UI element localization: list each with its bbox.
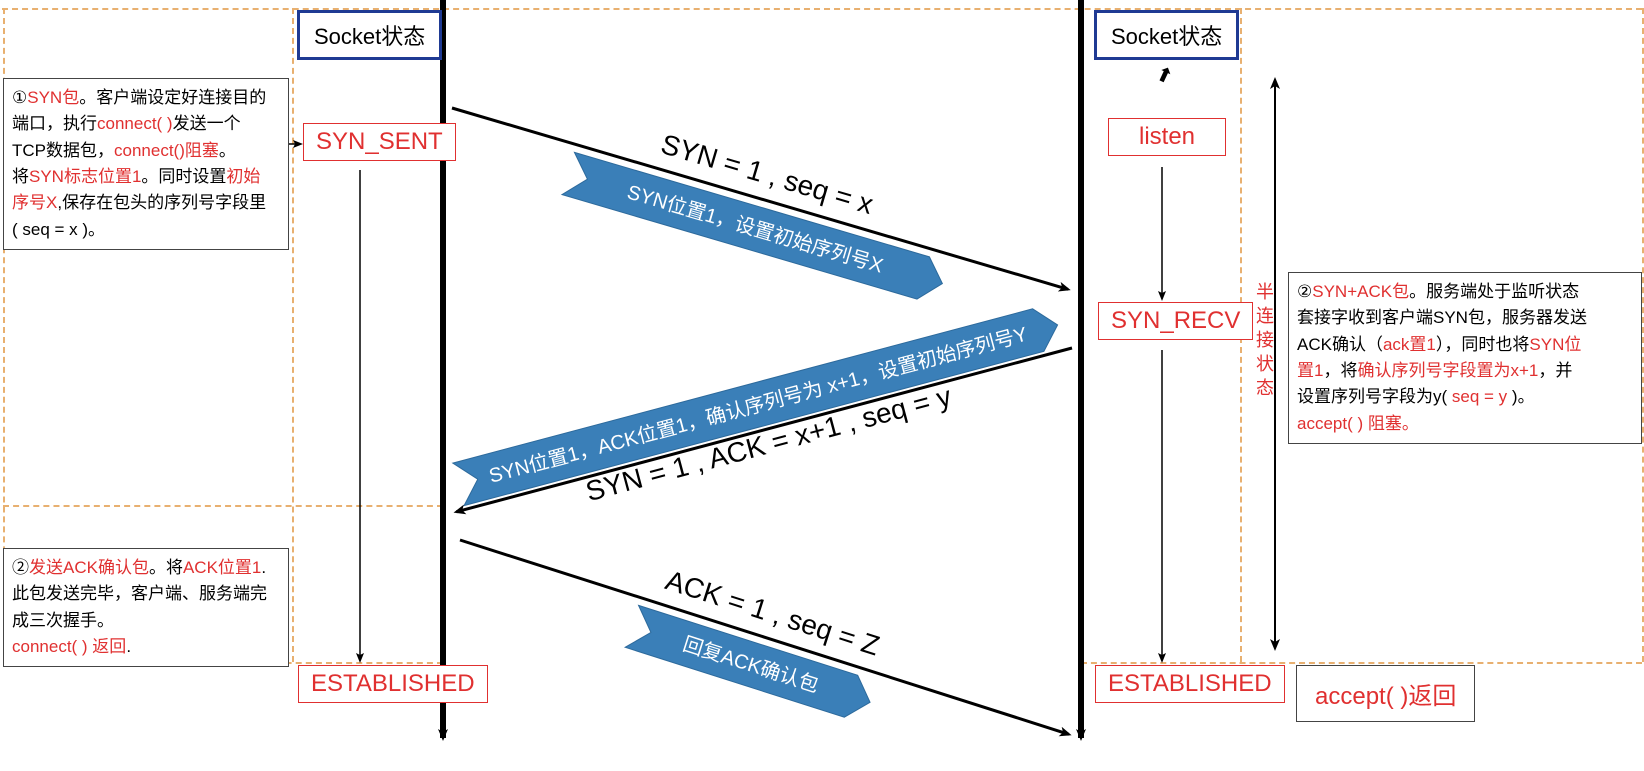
state-server-established: ESTABLISHED — [1095, 665, 1285, 703]
desc-box-3: ②发送ACK确认包。将ACK位置1.此包发送完毕，客户端、服务端完成三次握手。c… — [3, 548, 289, 667]
message-3-formula: ACK = 1 , seq = Z — [662, 564, 883, 661]
dashed-line — [292, 8, 294, 662]
accept-return-label: accept( )返回 — [1296, 665, 1475, 722]
server-socket-header: Socket状态 — [1094, 10, 1239, 60]
message-1-formula: SYN = 1 , seq = x — [658, 128, 877, 220]
message-2: SYN位置1，ACK位置1，确认序列号为 x+1，设置初始序列号Y SYN = … — [444, 302, 1080, 541]
message-2-formula: SYN = 1 , ACK = x+1 , seq = y — [582, 380, 954, 507]
client-socket-header: Socket状态 — [297, 10, 442, 60]
diagram-root: SYN位置1，设置初始序列号X SYN = 1 , seq = x SYN位置1… — [0, 0, 1644, 771]
message-1-banner: SYN位置1，设置初始序列号X — [625, 180, 886, 277]
dashed-line — [1081, 662, 1642, 664]
desc-box-1: ①SYN包。客户端设定好连接目的端口，执行connect( )发送一个TCP数据… — [3, 78, 289, 250]
dashed-line — [3, 505, 443, 507]
state-syn-sent: SYN_SENT — [303, 123, 456, 161]
message-3: 回复ACK确认包 ACK = 1 , seq = Z — [444, 501, 1081, 771]
state-syn-recv: SYN_RECV — [1098, 302, 1253, 340]
state-client-established: ESTABLISHED — [298, 665, 488, 703]
message-2-banner: SYN位置1，ACK位置1，确认序列号为 x+1，设置初始序列号Y — [486, 323, 1029, 488]
cursor-icon: ⬈︎ — [1152, 60, 1176, 89]
dashed-line — [2, 8, 1642, 10]
state-listen: listen — [1108, 118, 1226, 156]
half-connection-label: 半连接状态 — [1251, 282, 1277, 402]
desc-box-2: ②SYN+ACK包。服务端处于监听状态套接字收到客户端SYN包，服务器发送ACK… — [1288, 272, 1642, 444]
message-3-banner: 回复ACK确认包 — [680, 632, 821, 697]
message-1: SYN位置1，设置初始序列号X SYN = 1 , seq = x — [437, 69, 1079, 339]
